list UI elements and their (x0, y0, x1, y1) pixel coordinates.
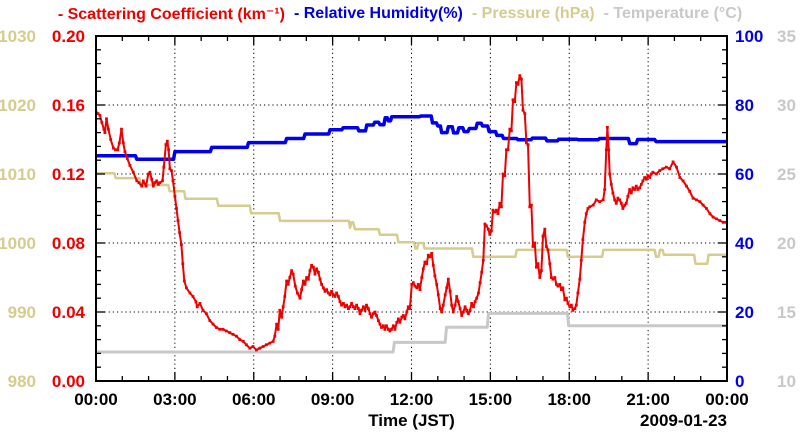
series-temperature-line (96, 311, 727, 354)
svg-text:00:00: 00:00 (705, 390, 748, 409)
svg-text:25: 25 (777, 165, 796, 184)
x-axis-title: Time (JST) (368, 411, 455, 430)
legend-pressure: - Pressure (hPa) (471, 5, 595, 22)
axis-labels-temperature: 10 15 20 25 30 35 (777, 27, 796, 391)
svg-text:0.08: 0.08 (52, 234, 85, 253)
svg-text:1030: 1030 (0, 27, 36, 46)
chart-legend: - Scattering Coefficient (km⁻¹) - Relati… (0, 3, 800, 25)
svg-text:20: 20 (777, 234, 796, 253)
svg-text:980: 980 (8, 372, 36, 391)
svg-text:06:00: 06:00 (232, 390, 275, 409)
svg-text:80: 80 (735, 96, 754, 115)
svg-text:0: 0 (735, 372, 744, 391)
series-pressure-line (96, 172, 727, 265)
legend-temperature: - Temperature (°C) (603, 5, 743, 22)
axis-labels-pressure: 980 990 1000 1010 1020 1030 (0, 27, 36, 391)
axis-labels-rh: 0 20 40 60 80 100 (735, 27, 763, 391)
svg-text:00:00: 00:00 (74, 390, 117, 409)
svg-text:03:00: 03:00 (153, 390, 196, 409)
svg-text:12:00: 12:00 (390, 390, 433, 409)
series-scattering-line (96, 74, 727, 352)
svg-text:990: 990 (8, 303, 36, 322)
legend-relative-humidity: - Relative Humidity(%) (293, 5, 463, 22)
axis-ticks (95, 35, 728, 382)
svg-text:18:00: 18:00 (548, 390, 591, 409)
grid-lines (96, 36, 727, 381)
svg-text:09:00: 09:00 (311, 390, 354, 409)
svg-text:40: 40 (735, 234, 754, 253)
svg-text:0.00: 0.00 (52, 372, 85, 391)
time-tick-labels: 00:00 03:00 06:00 09:00 12:00 15:00 18:00 21:00… (74, 390, 748, 409)
svg-text:0.20: 0.20 (52, 27, 85, 46)
svg-text:30: 30 (777, 96, 796, 115)
svg-text:10: 10 (777, 372, 796, 391)
svg-text:60: 60 (735, 165, 754, 184)
svg-text:0.16: 0.16 (52, 96, 85, 115)
svg-text:1020: 1020 (0, 96, 36, 115)
svg-text:1010: 1010 (0, 165, 36, 184)
svg-text:20: 20 (735, 303, 754, 322)
svg-text:1000: 1000 (0, 234, 36, 253)
axis-labels-scattering: 0.00 0.04 0.08 0.12 0.16 0.20 (52, 27, 86, 391)
svg-text:100: 100 (735, 27, 763, 46)
series-rh-line (96, 114, 727, 161)
svg-text:0.12: 0.12 (52, 165, 85, 184)
date-annotation: 2009-01-23 (640, 411, 727, 430)
svg-text:0.04: 0.04 (52, 303, 86, 322)
legend-scattering-coefficient: - Scattering Coefficient (km⁻¹) (57, 6, 285, 23)
svg-text:15: 15 (777, 303, 796, 322)
svg-text:21:00: 21:00 (626, 390, 669, 409)
svg-text:15:00: 15:00 (469, 390, 512, 409)
svg-text:35: 35 (777, 27, 796, 46)
